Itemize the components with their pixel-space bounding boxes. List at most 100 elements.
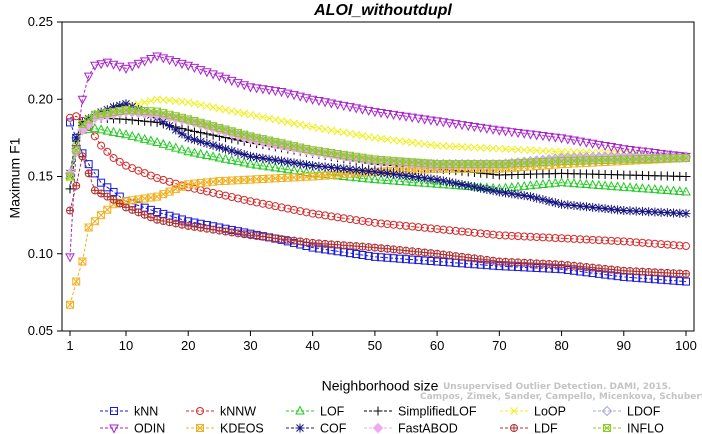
legend: kNN kNNW LOF SimplifiedLOF LoOP LDOF ODIN KDEOS… bbox=[100, 405, 664, 434]
data-point bbox=[202, 68, 212, 78]
data-point bbox=[489, 144, 497, 153]
data-point bbox=[109, 187, 118, 196]
data-point bbox=[251, 159, 262, 169]
data-point bbox=[209, 188, 218, 197]
series-ldf bbox=[66, 152, 691, 278]
data-point bbox=[531, 179, 542, 189]
data-point bbox=[283, 204, 292, 213]
data-point bbox=[656, 184, 666, 194]
data-point bbox=[426, 116, 436, 126]
data-point bbox=[239, 150, 249, 160]
data-point bbox=[526, 146, 535, 155]
data-point bbox=[544, 178, 554, 188]
x-axis-label: Neighborhood size bbox=[322, 378, 439, 394]
data-point bbox=[476, 168, 486, 178]
data-point bbox=[115, 100, 125, 110]
y-tick-label: 0.15 bbox=[28, 169, 53, 184]
data-point bbox=[277, 156, 287, 166]
data-point bbox=[388, 110, 399, 120]
data-point bbox=[538, 195, 548, 205]
data-point bbox=[203, 102, 211, 110]
data-point bbox=[500, 127, 511, 137]
data-point bbox=[333, 127, 342, 136]
data-point bbox=[96, 124, 106, 134]
data-point bbox=[601, 236, 610, 245]
data-point bbox=[282, 89, 293, 99]
data-point bbox=[153, 208, 162, 217]
legend-marker bbox=[110, 407, 118, 415]
data-point bbox=[525, 130, 536, 140]
data-point bbox=[401, 112, 411, 122]
data-point bbox=[631, 206, 641, 216]
data-point bbox=[587, 179, 598, 189]
data-point bbox=[234, 108, 242, 117]
data-point bbox=[307, 95, 318, 105]
data-point bbox=[252, 112, 261, 120]
legend-item-kdeos: KDEOS bbox=[186, 422, 264, 434]
data-point bbox=[170, 142, 181, 152]
data-point bbox=[326, 99, 337, 109]
data-point bbox=[407, 176, 418, 186]
legend-marker bbox=[373, 406, 383, 416]
data-point bbox=[345, 164, 355, 174]
x-tick-label: 80 bbox=[554, 338, 568, 353]
legend-marker bbox=[510, 424, 519, 432]
data-point bbox=[208, 151, 218, 161]
data-point bbox=[432, 175, 442, 185]
data-point bbox=[382, 109, 393, 120]
data-point bbox=[637, 183, 648, 193]
data-point bbox=[233, 79, 243, 89]
data-point bbox=[295, 165, 306, 176]
series-inflo bbox=[66, 106, 690, 181]
data-point bbox=[227, 107, 236, 115]
data-point bbox=[557, 199, 567, 209]
data-point bbox=[208, 140, 218, 150]
data-point bbox=[488, 169, 498, 179]
data-point bbox=[550, 133, 561, 143]
data-point bbox=[445, 142, 454, 151]
data-point bbox=[295, 159, 305, 169]
data-point bbox=[619, 205, 629, 215]
data-point bbox=[520, 232, 529, 241]
data-point bbox=[625, 145, 635, 156]
data-point bbox=[631, 146, 642, 156]
data-point bbox=[115, 157, 124, 166]
data-point bbox=[426, 257, 435, 266]
data-point bbox=[189, 63, 200, 73]
data-point bbox=[358, 216, 367, 225]
data-point bbox=[221, 191, 230, 200]
data-point bbox=[208, 70, 218, 80]
data-point bbox=[146, 54, 156, 65]
data-point bbox=[276, 163, 287, 173]
y-tick-label: 0.25 bbox=[28, 14, 53, 29]
data-point bbox=[270, 162, 281, 172]
data-point bbox=[557, 147, 566, 156]
data-point bbox=[66, 172, 74, 181]
data-point bbox=[108, 60, 119, 70]
legend-item-inflo: INFLO bbox=[593, 422, 664, 434]
data-point bbox=[612, 181, 623, 191]
data-point bbox=[321, 211, 330, 220]
data-point bbox=[457, 180, 467, 190]
data-point bbox=[413, 114, 424, 124]
data-point bbox=[177, 144, 187, 154]
data-point bbox=[383, 220, 392, 229]
data-point bbox=[121, 129, 131, 139]
data-point bbox=[215, 190, 224, 199]
legend-item-cof: COF bbox=[286, 422, 347, 434]
data-point bbox=[72, 277, 81, 286]
data-point bbox=[469, 122, 480, 133]
data-point bbox=[539, 146, 547, 155]
legend-item-odin: ODIN bbox=[100, 422, 165, 434]
data-point bbox=[489, 230, 498, 239]
legend-marker bbox=[196, 407, 204, 415]
data-point bbox=[66, 113, 74, 122]
data-point bbox=[103, 183, 112, 192]
data-point bbox=[227, 193, 236, 202]
data-point bbox=[78, 257, 87, 266]
data-point bbox=[681, 186, 691, 196]
data-point bbox=[246, 197, 255, 206]
data-point bbox=[302, 121, 311, 130]
data-point bbox=[66, 300, 74, 309]
legend-marker bbox=[109, 424, 119, 434]
